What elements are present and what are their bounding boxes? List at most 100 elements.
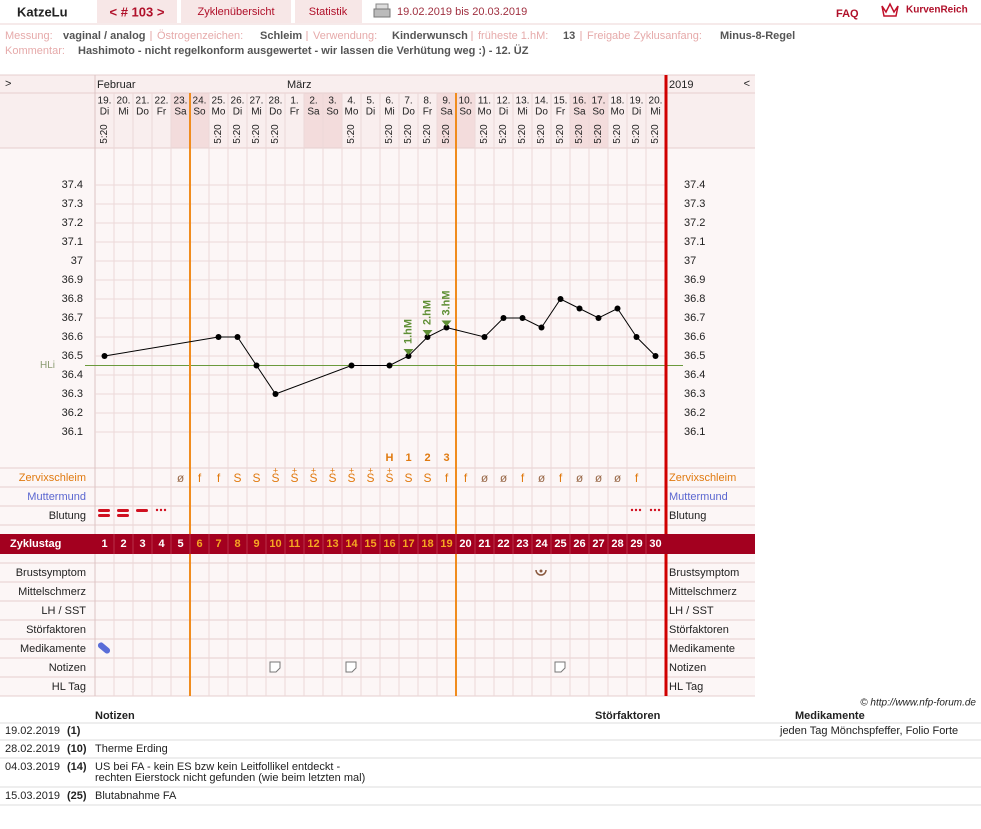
weekend-column (323, 93, 342, 148)
weekday-label: Mi (251, 107, 262, 118)
zervix-symbol: f (198, 471, 202, 485)
time-label: 5:20 (213, 124, 224, 144)
weekday-label: So (459, 107, 472, 118)
temperature-point (652, 353, 659, 359)
zervix-symbol: f (217, 471, 221, 485)
zervix-symbol: ø (500, 471, 508, 485)
row-label: LH / SST (41, 605, 86, 617)
date-label: 1. (290, 96, 298, 107)
y-tick-label: 36.8 (62, 293, 83, 305)
cycle-day: 14 (345, 538, 358, 550)
weekday-label: So (193, 107, 206, 118)
date-label: 28. (269, 96, 283, 107)
temperature-point (348, 362, 355, 369)
nav-next: < (744, 78, 750, 90)
row-label: Medikamente (669, 643, 735, 655)
cycle-day: 10 (269, 538, 281, 550)
y-tick-label: 36.6 (62, 331, 83, 343)
tab[interactable] (295, 0, 362, 23)
peak-marker (422, 330, 433, 336)
notes-day: (25) (67, 790, 87, 802)
y-tick-label: 36.2 (684, 407, 705, 419)
row-label: Zervixschleim (669, 472, 736, 484)
cycle-nav[interactable]: < # 103 > (110, 4, 165, 19)
cycle-day-band (0, 534, 755, 554)
dot (638, 508, 642, 512)
dot (155, 508, 159, 512)
time-label: 5:20 (403, 124, 414, 144)
fertility-mark: 1 (405, 452, 411, 464)
tab[interactable] (181, 0, 291, 23)
temperature-point (215, 334, 222, 340)
weekday-label: Di (233, 107, 242, 118)
cycle-day-label: Zyklustag (10, 538, 61, 550)
faq-link[interactable]: FAQ (836, 8, 859, 20)
y-tick-label: 37.4 (684, 179, 705, 191)
row-label: Mittelschmerz (18, 586, 86, 598)
info-value: Minus-8-Regel (720, 30, 795, 42)
print-icon[interactable] (373, 3, 391, 18)
print-icon-body[interactable] (373, 8, 391, 18)
weekday-label: Sa (174, 107, 187, 118)
zervix-symbol: ø (595, 471, 603, 485)
zervix-plus: + (292, 465, 297, 475)
cycle-day: 8 (234, 538, 240, 550)
row-label: Mittelschmerz (669, 586, 737, 598)
weekday-label: Mo (212, 107, 226, 118)
y-tick-label: 37.1 (62, 236, 83, 248)
cycle-day: 5 (177, 538, 183, 550)
time-label: 5:20 (270, 124, 281, 144)
logo[interactable] (881, 2, 899, 17)
y-tick-label: 36.5 (62, 350, 83, 362)
temperature-point (519, 315, 526, 321)
bleeding-icon (98, 509, 110, 512)
date-label: 15. (554, 96, 568, 107)
tab-label[interactable]: Zyklenübersicht (197, 6, 274, 18)
row-label: HL Tag (52, 681, 86, 693)
date-label: 2. (309, 96, 317, 107)
row-label: Zervixschleim (19, 472, 86, 484)
temperature-point (614, 305, 621, 312)
notes-day: (14) (67, 761, 87, 773)
note-icon (269, 661, 281, 673)
tab-label[interactable]: Statistik (309, 6, 348, 18)
row-label: Notizen (669, 662, 706, 674)
notes-date: 19.02.2019 (5, 725, 60, 737)
comment: Hashimoto - nicht regelkonform ausgewert… (78, 44, 529, 57)
cycle-day: 2 (120, 538, 126, 550)
y-tick-label: 36.6 (684, 331, 705, 343)
cycle-nav-tab[interactable] (97, 0, 177, 23)
time-label: 5:20 (251, 124, 262, 144)
peak-marker (403, 349, 414, 355)
weekend-column (304, 93, 323, 148)
logo-crown[interactable] (881, 2, 899, 17)
row-label: Brustsymptom (669, 567, 739, 579)
bleeding-icon (117, 509, 129, 512)
weekday-label: Fr (556, 107, 566, 118)
time-label: 5:20 (536, 124, 547, 144)
temperature-point (538, 324, 545, 331)
row-label: Brustsymptom (16, 567, 86, 579)
temperature-point (595, 315, 602, 321)
row-label: Muttermund (27, 491, 86, 503)
bleeding-dots (155, 508, 661, 512)
weekday-label: Do (269, 107, 282, 118)
notes-day: (10) (67, 743, 87, 755)
peak-label: 3.hM (440, 290, 452, 315)
row-label: Störfaktoren (669, 624, 729, 636)
chart-background (0, 75, 755, 696)
logo-text[interactable]: KurvenReich (906, 5, 968, 16)
comment-label: Kommentar: (5, 45, 65, 57)
dot (159, 508, 163, 512)
y-tick-label: 37.2 (684, 217, 705, 229)
note-icon (345, 661, 357, 673)
info-label: Östrogenzeichen: (157, 30, 243, 42)
weekday-label: Fr (157, 107, 167, 118)
symbol-icons (97, 569, 566, 673)
breast-icon (535, 569, 547, 576)
notes-header: Störfaktoren (595, 710, 661, 722)
cycle-day: 23 (516, 538, 528, 550)
date-label: 22. (155, 96, 169, 107)
time-label: 5:20 (479, 124, 490, 144)
